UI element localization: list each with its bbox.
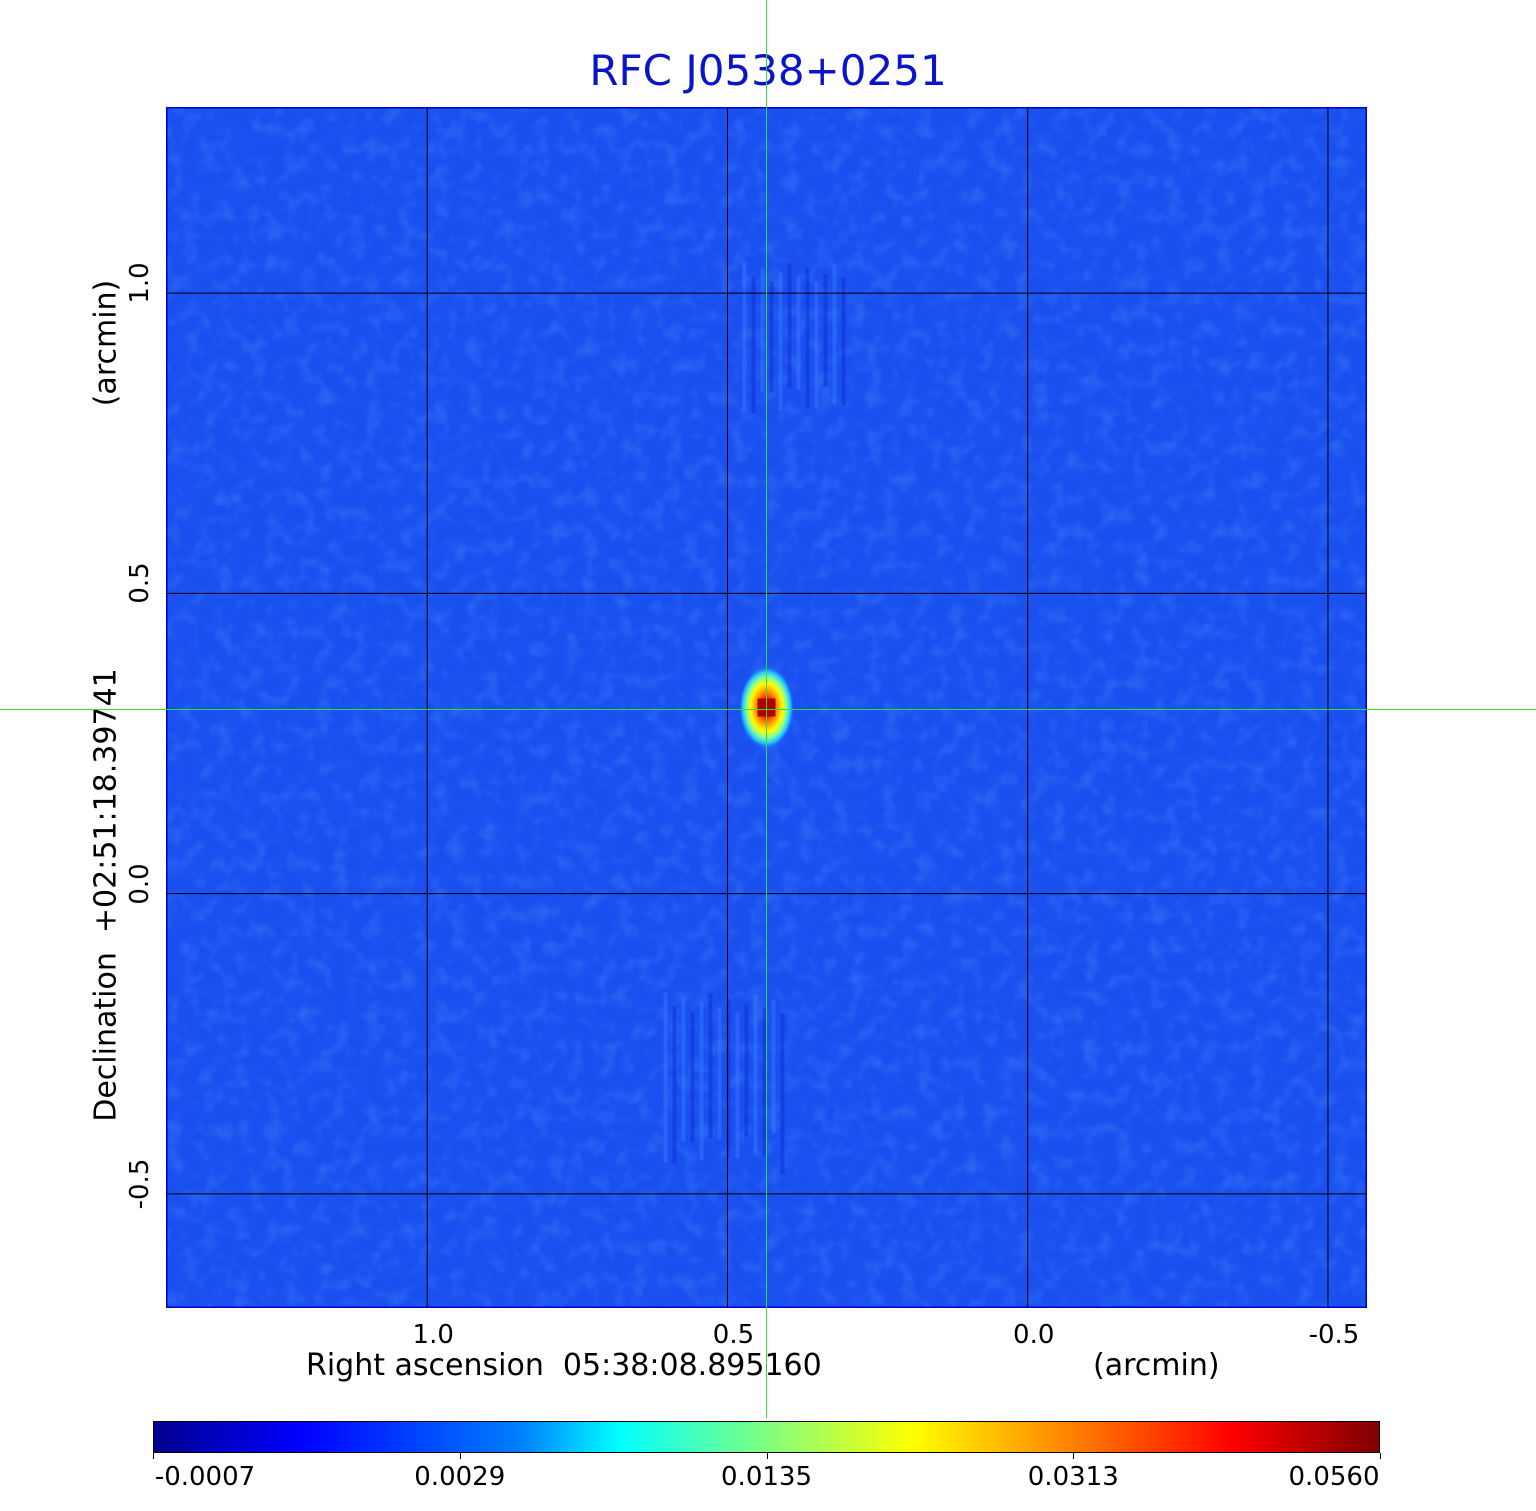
y-tick-label: 0.5 [125,562,155,605]
sidelobe-streak [780,1013,785,1175]
crosshair-vertical [766,0,767,1418]
sidelobe-streak [841,278,846,406]
sidelobe-streak [663,992,668,1163]
sidelobe-streak [744,1003,749,1137]
sidelobe-streak [672,1006,677,1164]
sidelobe-streak [832,264,837,405]
x-axis-unit: (arcmin) [1093,1348,1220,1383]
sidelobe-streak [726,998,731,1158]
y-tick-label: 0.0 [125,862,155,905]
colorbar-tick-mark [766,1453,768,1459]
sidelobe-streak [771,999,776,1134]
sidelobe-streak [760,267,765,392]
sidelobe-streak [690,1011,695,1143]
sidelobe-streak [778,272,783,411]
sidelobe-streak [753,994,758,1155]
x-tick-label: 0.5 [712,1320,755,1350]
colorbar-tick-label: 0.0560 [1288,1462,1380,1492]
sidelobe-streak [681,997,686,1142]
colorbar-tick-mark [1380,1453,1381,1459]
sidelobe-streak [735,1012,740,1159]
colorbar-tick-label: 0.0029 [414,1462,506,1492]
x-axis-label: Right ascension 05:38:08.895160 [306,1348,822,1383]
colorbar [153,1421,1380,1453]
sidelobe-streak [805,268,810,408]
y-axis-label: Declination +02:51:18.39741 [88,668,124,1122]
chart-title: RFC J0538+0251 [589,46,947,95]
colorbar-tick-mark [459,1453,461,1459]
sidelobe-streak [699,1002,704,1161]
sidelobe-streak [708,993,713,1139]
crosshair-horizontal [0,709,1536,710]
sidelobe-streak [796,277,801,390]
sidelobe-streak [769,281,774,393]
y-tick-label: -0.5 [125,1158,155,1210]
sidelobe-streak [823,273,828,387]
sidelobe-streak [742,262,747,413]
sidelobe-streak [762,1008,767,1156]
colorbar-tick-label: -0.0007 [154,1462,256,1492]
y-tick-label: 1.0 [125,262,155,304]
colorbar-tick-label: 0.0135 [721,1462,812,1492]
sidelobe-streak [751,276,756,414]
colorbar-tick-mark [1073,1453,1075,1459]
y-axis-unit: (arcmin) [88,279,124,407]
x-tick-label: -0.5 [1308,1320,1360,1350]
x-tick-label: 1.0 [412,1320,454,1350]
sidelobe-streak [787,263,792,389]
colorbar-tick-label: 0.0313 [1027,1462,1119,1492]
sidelobe-streak [717,1007,722,1140]
sidelobe-streak [814,282,819,409]
sidelobes [663,262,846,1175]
x-tick-label: 0.0 [1013,1320,1055,1350]
colorbar-tick-mark [153,1453,154,1459]
